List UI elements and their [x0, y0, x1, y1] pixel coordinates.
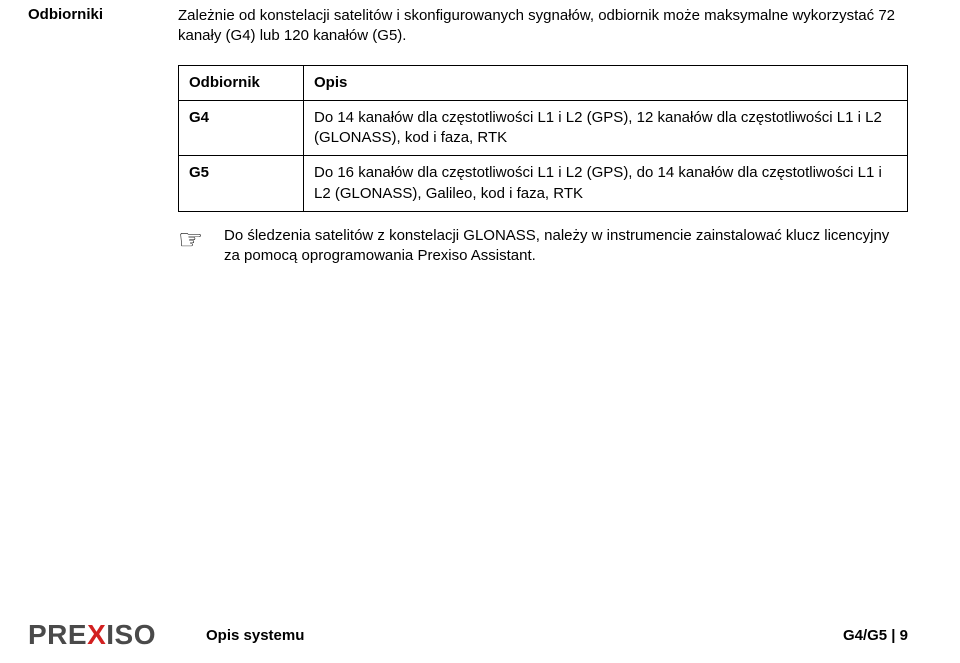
footer-section-title: Opis systemu	[206, 627, 304, 644]
section-intro: Zależnie od konstelacji satelitów i skon…	[178, 6, 908, 47]
note-text: Do śledzenia satelitów z konstelacji GLO…	[220, 226, 908, 267]
table-row: G5 Do 16 kanałów dla częstotliwości L1 i…	[179, 156, 908, 212]
prexiso-logo: PREXISO	[28, 619, 156, 651]
table-row: Odbiornik Opis	[179, 65, 908, 100]
table-row: G4 Do 14 kanałów dla częstotliwości L1 i…	[179, 100, 908, 156]
logo-part-pre: PRE	[28, 619, 87, 650]
section-header-row: Odbiorniki Zależnie od konstelacji satel…	[28, 6, 908, 47]
table-cell-key: G4	[179, 100, 304, 156]
footer: PREXISO Opis systemu G4/G5 | 9	[28, 619, 908, 651]
note-row: ☞ Do śledzenia satelitów z konstelacji G…	[178, 226, 908, 267]
table-head-val: Opis	[304, 65, 908, 100]
table-cell-val: Do 14 kanałów dla częstotliwości L1 i L2…	[304, 100, 908, 156]
section-label: Odbiorniki	[28, 6, 178, 23]
pointing-hand-icon: ☞	[178, 226, 220, 254]
section-intro-wrap: Zależnie od konstelacji satelitów i skon…	[178, 6, 908, 47]
logo-part-x: X	[87, 619, 106, 650]
logo-part-post: ISO	[106, 619, 156, 650]
table-cell-val: Do 16 kanałów dla częstotliwości L1 i L2…	[304, 156, 908, 212]
page: Odbiorniki Zależnie od konstelacji satel…	[0, 0, 960, 663]
receivers-table-wrap: Odbiornik Opis G4 Do 14 kanałów dla częs…	[178, 65, 908, 212]
footer-page-ref: G4/G5 | 9	[843, 627, 908, 644]
table-head-key: Odbiornik	[179, 65, 304, 100]
table-cell-key: G5	[179, 156, 304, 212]
receivers-table: Odbiornik Opis G4 Do 14 kanałów dla częs…	[178, 65, 908, 212]
